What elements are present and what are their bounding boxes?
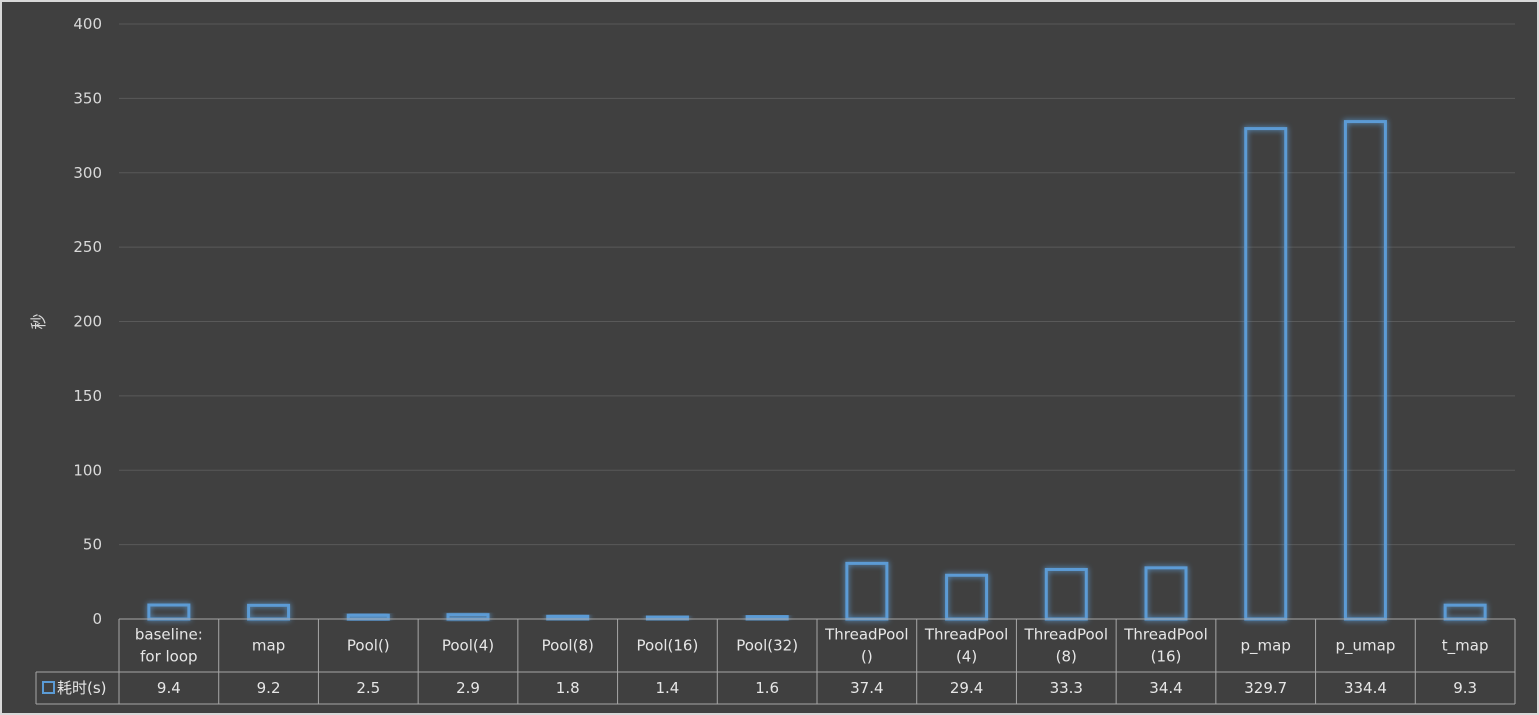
value-label: 334.4 bbox=[1344, 679, 1387, 697]
bar bbox=[247, 603, 291, 621]
category-label: Pool(16) bbox=[637, 637, 699, 655]
bar bbox=[147, 603, 191, 621]
category-label: Pool(4) bbox=[442, 637, 494, 655]
category-label: (16) bbox=[1151, 648, 1182, 666]
value-label: 1.4 bbox=[655, 679, 679, 697]
value-label: 29.4 bbox=[950, 679, 983, 697]
value-label: 34.4 bbox=[1149, 679, 1182, 697]
value-label: 1.6 bbox=[755, 679, 779, 697]
category-label: p_map bbox=[1241, 637, 1291, 656]
category-label: map bbox=[252, 637, 285, 655]
category-label: Pool(32) bbox=[736, 637, 798, 655]
y-axis-ticks: 0 50 100 150 200 250 300 350 400 bbox=[73, 15, 102, 628]
bar bbox=[945, 573, 989, 621]
legend-key bbox=[42, 681, 55, 694]
category-label: ThreadPool bbox=[1123, 626, 1207, 644]
value-label: 9.2 bbox=[257, 679, 281, 697]
y-axis-label: 秒 bbox=[29, 313, 48, 329]
y-tick-label: 50 bbox=[83, 536, 102, 554]
bar bbox=[1044, 567, 1088, 621]
category-label: for loop bbox=[140, 648, 197, 666]
series-name: 耗时(s) bbox=[57, 679, 107, 697]
value-label: 1.8 bbox=[556, 679, 580, 697]
value-label: 2.9 bbox=[456, 679, 480, 697]
y-tick-label: 150 bbox=[73, 387, 102, 405]
y-tick-label: 250 bbox=[73, 238, 102, 256]
category-label: ThreadPool bbox=[1024, 626, 1108, 644]
category-label: ThreadPool bbox=[924, 626, 1008, 644]
category-label: (4) bbox=[956, 648, 977, 666]
gridlines bbox=[119, 23, 1515, 546]
category-label: p_umap bbox=[1335, 637, 1395, 656]
value-label: 37.4 bbox=[850, 679, 883, 697]
bar bbox=[446, 613, 490, 621]
y-tick-label: 100 bbox=[73, 461, 102, 479]
value-label: 9.4 bbox=[157, 679, 181, 697]
category-label: () bbox=[861, 648, 873, 666]
category-label: Pool(8) bbox=[542, 637, 594, 655]
y-tick-label: 300 bbox=[73, 164, 102, 182]
y-tick-label: 0 bbox=[92, 610, 102, 628]
bar bbox=[845, 561, 889, 621]
value-label: 33.3 bbox=[1050, 679, 1083, 697]
category-label: ThreadPool bbox=[824, 626, 908, 644]
y-tick-label: 350 bbox=[73, 89, 102, 107]
bar bbox=[346, 613, 390, 621]
category-label: (8) bbox=[1056, 648, 1077, 666]
value-label: 2.5 bbox=[356, 679, 380, 697]
value-label: 329.7 bbox=[1244, 679, 1287, 697]
category-label: Pool() bbox=[347, 637, 390, 655]
y-tick-label: 400 bbox=[73, 15, 102, 33]
bar bbox=[1244, 127, 1288, 621]
bar bbox=[1443, 603, 1487, 621]
value-label: 9.3 bbox=[1453, 679, 1477, 697]
category-label: baseline: bbox=[135, 626, 203, 644]
data-table: baseline: for loop map Pool() Pool(4) Pool(8)… bbox=[35, 618, 1516, 705]
category-label: t_map bbox=[1442, 637, 1489, 656]
bars bbox=[147, 120, 1487, 621]
bar bbox=[1144, 566, 1188, 621]
y-tick-label: 200 bbox=[73, 313, 102, 331]
